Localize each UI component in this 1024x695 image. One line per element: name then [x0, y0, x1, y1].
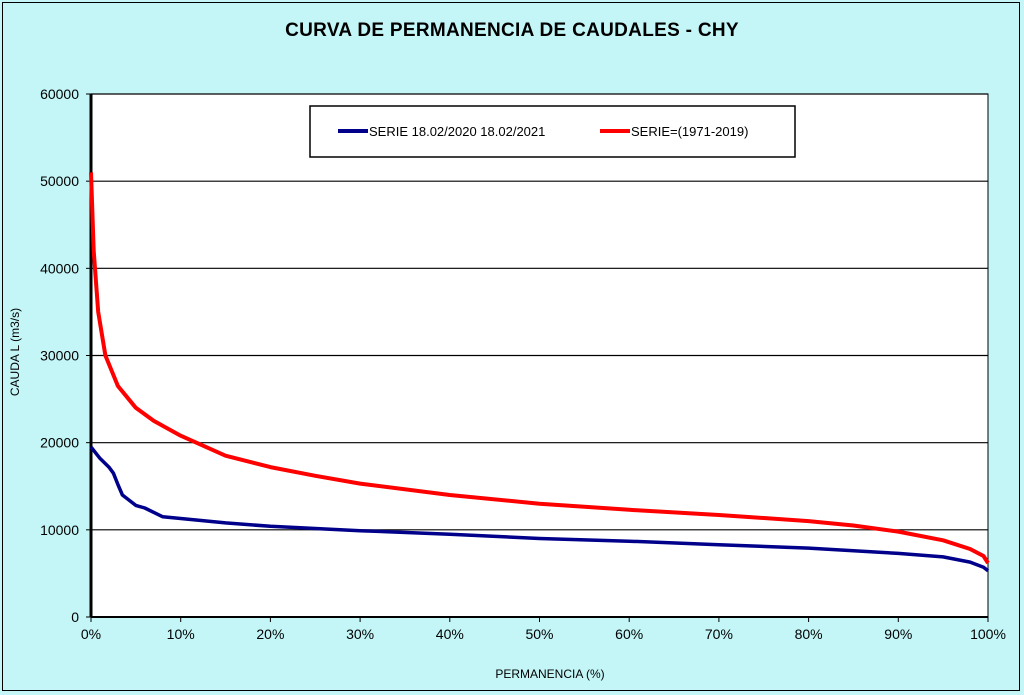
y-axis-label: CAUDA L (m3/s) — [8, 307, 22, 397]
x-tick-label: 0% — [81, 626, 101, 642]
chart-title: CURVA DE PERMANENCIA DE CAUDALES - CHY — [285, 20, 739, 41]
x-tick-label: 50% — [525, 626, 553, 642]
x-tick-label: 100% — [970, 626, 1006, 642]
legend-label-2: SERIE=(1971-2019) — [631, 124, 748, 139]
x-tick-label: 90% — [884, 626, 912, 642]
y-tick-label: 0 — [71, 609, 79, 625]
x-tick-label: 70% — [705, 626, 733, 642]
x-axis-label: PERMANENCIA (%) — [495, 667, 605, 681]
x-tick-label: 20% — [256, 626, 284, 642]
y-tick-label: 20000 — [40, 435, 79, 451]
x-tick-label: 40% — [436, 626, 464, 642]
y-tick-label: 40000 — [40, 260, 79, 276]
x-tick-label: 80% — [795, 626, 823, 642]
y-tick-label: 10000 — [40, 522, 79, 538]
x-tick-label: 60% — [615, 626, 643, 642]
series-line-2 — [89, 172, 990, 565]
y-tick-label: 50000 — [40, 173, 79, 189]
y-tick-label: 60000 — [40, 86, 79, 102]
y-tick-label: 30000 — [40, 348, 79, 364]
x-tick-label: 30% — [346, 626, 374, 642]
series-line-1 — [89, 445, 990, 573]
x-tick-label: 10% — [167, 626, 195, 642]
legend-label-1: SERIE 18.02/2020 18.02/2021 — [369, 124, 545, 139]
legend-box — [309, 105, 796, 158]
